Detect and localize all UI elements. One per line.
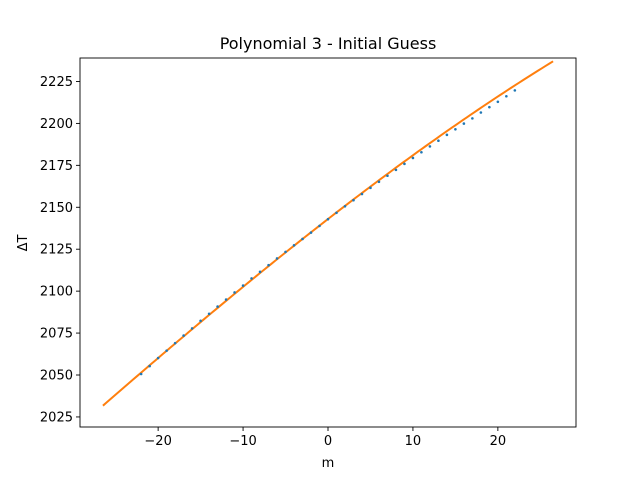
data-point — [199, 319, 202, 323]
data-point — [386, 174, 389, 178]
data-point — [352, 198, 355, 202]
x-axis-label: m — [322, 456, 335, 471]
data-point — [326, 217, 330, 221]
data-point — [488, 105, 491, 109]
data-point — [275, 257, 279, 260]
data-point — [454, 127, 457, 131]
axes: −20 −10 0 10 20 2025 2050 2075 2100 2125 2150 2175 2… — [40, 57, 577, 449]
data-point — [411, 156, 415, 160]
x-tick-label: −20 — [144, 434, 171, 449]
y-tick-label: 2100 — [40, 285, 73, 300]
x-tick-label: −10 — [229, 434, 256, 449]
data-point — [182, 334, 185, 337]
data-point — [216, 305, 219, 308]
data-point — [267, 263, 270, 267]
data-point — [505, 94, 508, 98]
x-tick-label: 10 — [405, 434, 422, 449]
y-tick-label: 2150 — [40, 201, 73, 216]
data-point — [190, 327, 194, 330]
y-tick-label: 2225 — [40, 75, 73, 90]
y-tick-label: 2025 — [40, 410, 73, 425]
x-tick-label: 20 — [490, 434, 507, 449]
data-point — [335, 211, 338, 215]
data-point — [156, 356, 160, 360]
data-point — [420, 150, 423, 154]
data-point — [309, 231, 313, 234]
chart-title: Polynomial 3 - Initial Guess — [220, 34, 437, 53]
data-point — [496, 100, 500, 104]
x-tick-label: 0 — [324, 434, 332, 449]
data-point — [241, 284, 245, 287]
data-point — [360, 192, 364, 196]
y-tick-label: 2075 — [40, 327, 73, 342]
data-point — [250, 277, 253, 280]
data-point — [479, 111, 483, 114]
data-point — [233, 291, 236, 294]
data-point — [148, 364, 151, 368]
y-tick-label: 2050 — [40, 369, 73, 384]
data-point — [377, 180, 381, 184]
data-point — [224, 298, 228, 301]
y-tick-label: 2175 — [40, 159, 73, 174]
data-point — [292, 244, 296, 247]
data-point — [445, 133, 449, 137]
data-point — [513, 89, 517, 92]
data-point — [437, 139, 440, 142]
y-tick-label: 2200 — [40, 117, 73, 132]
y-tick-label: 2125 — [40, 243, 73, 258]
data-point — [139, 372, 143, 376]
y-axis-label: ΔT — [16, 235, 31, 252]
data-point — [471, 117, 474, 120]
data-point — [301, 237, 304, 241]
data-point — [403, 162, 406, 166]
data-point — [165, 349, 168, 352]
data-point — [258, 270, 262, 274]
plot-area — [102, 60, 554, 407]
data-point — [318, 224, 321, 228]
data-point — [394, 168, 398, 172]
data-point — [173, 341, 177, 345]
data-point — [207, 312, 211, 316]
data-point — [428, 145, 432, 148]
data-point — [343, 204, 347, 208]
data-point — [284, 250, 287, 254]
data-point — [462, 122, 466, 125]
data-point — [369, 186, 372, 190]
